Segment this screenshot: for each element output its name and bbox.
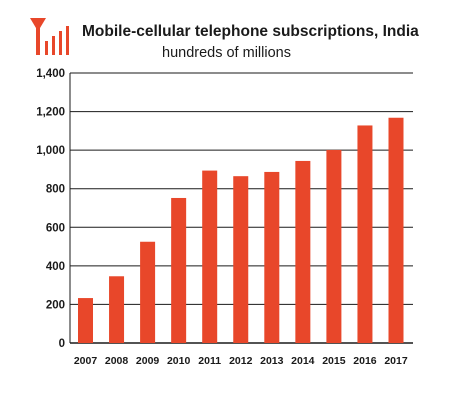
y-tick-label: 1,200 — [36, 107, 65, 119]
x-tick-label: 2013 — [260, 355, 284, 367]
bar — [109, 276, 125, 343]
chart-title: Mobile-cellular telephone subscriptions,… — [82, 23, 419, 40]
chart-subtitle: hundreds of millions — [162, 45, 291, 61]
bar — [357, 125, 373, 343]
x-tick-label: 2015 — [322, 355, 346, 367]
y-tick-label: 0 — [59, 338, 65, 350]
x-axis-ticks: 2007 2008 2009 2010 2011 2012 2013 2014 2015 2016… — [74, 355, 408, 367]
x-tick-label: 2008 — [105, 355, 129, 367]
x-tick-label: 2016 — [353, 355, 377, 367]
x-tick-label: 2014 — [291, 355, 315, 367]
x-tick-label: 2010 — [167, 355, 191, 367]
x-tick-label: 2009 — [136, 355, 160, 367]
bar — [326, 149, 342, 343]
bar — [78, 298, 93, 343]
y-tick-label: 400 — [46, 261, 65, 273]
bar — [171, 197, 187, 343]
y-tick-label: 1,000 — [36, 145, 65, 157]
signal-bars-icon — [30, 18, 69, 55]
bar — [388, 117, 404, 343]
x-tick-label: 2011 — [198, 355, 221, 367]
bar — [140, 241, 156, 343]
y-tick-label: 800 — [46, 184, 65, 196]
y-tick-label: 600 — [46, 222, 65, 234]
y-axis-ticks: 0 200 400 600 800 1,000 1,200 1,400 — [36, 68, 65, 350]
bar — [233, 176, 249, 343]
x-tick-label: 2017 — [384, 355, 408, 367]
y-tick-label: 1,400 — [36, 68, 65, 80]
bar — [295, 160, 311, 343]
bars — [78, 117, 404, 343]
y-tick-label: 200 — [46, 299, 65, 311]
bar — [264, 171, 280, 343]
x-tick-label: 2012 — [229, 355, 253, 367]
x-tick-label: 2007 — [74, 355, 98, 367]
bar — [202, 170, 218, 343]
